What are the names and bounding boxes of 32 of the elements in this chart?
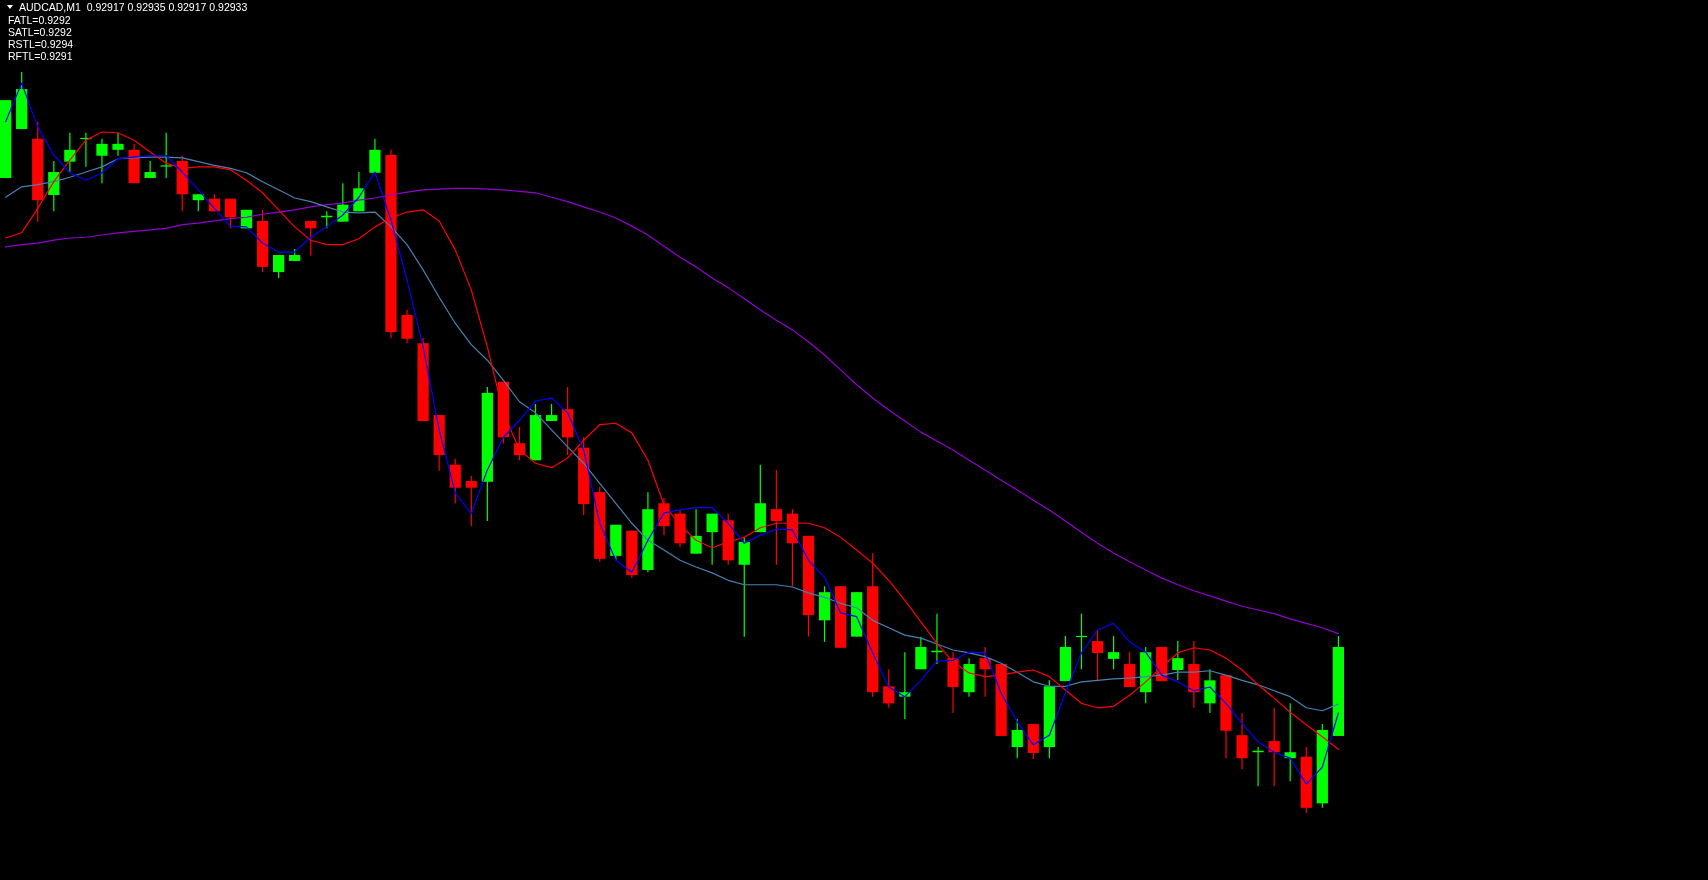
candlestick bbox=[690, 508, 702, 555]
candlestick bbox=[706, 513, 718, 566]
text: AUDCAD,M1 0.92917 0.92935 0.92917 0.92933 bbox=[19, 1, 248, 13]
candlestick bbox=[1091, 629, 1104, 681]
candlestick bbox=[96, 138, 108, 184]
text: RFTL=0.9291 bbox=[8, 50, 73, 62]
candlestick bbox=[144, 160, 156, 179]
candlestick bbox=[1172, 640, 1184, 681]
text: RSTL=0.9294 bbox=[8, 38, 74, 50]
candlestick bbox=[305, 220, 317, 257]
candlestick bbox=[1011, 718, 1023, 759]
candlestick bbox=[465, 475, 477, 527]
candlestick bbox=[369, 138, 381, 174]
candlestick bbox=[658, 497, 670, 536]
candlestick bbox=[112, 132, 124, 157]
candlestick bbox=[883, 668, 895, 709]
candlestick bbox=[1284, 702, 1296, 782]
text: SATL=0.9292 bbox=[8, 26, 72, 38]
candlestick bbox=[401, 309, 413, 344]
candlestick bbox=[1268, 707, 1280, 787]
candlestick bbox=[738, 536, 750, 638]
candlestick bbox=[272, 254, 285, 279]
candlestick bbox=[1236, 712, 1248, 770]
candlestick bbox=[1204, 668, 1216, 714]
candlestick bbox=[1107, 635, 1120, 670]
candlestick bbox=[160, 132, 172, 179]
text: FATL=0.9292 bbox=[8, 14, 71, 26]
candlestick bbox=[979, 646, 991, 698]
candlestick bbox=[449, 458, 461, 504]
candlestick bbox=[224, 198, 237, 229]
candlestick bbox=[770, 469, 782, 566]
candlestick bbox=[915, 636, 927, 670]
